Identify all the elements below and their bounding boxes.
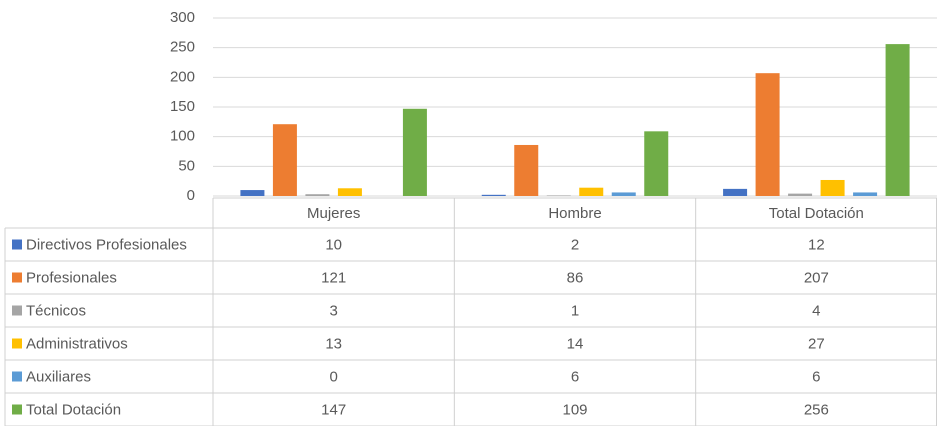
y-tick-label: 300 (170, 9, 195, 26)
legend-label: Directivos Profesionales (26, 236, 187, 253)
value-label: 10 (325, 236, 342, 253)
legend-key (12, 404, 22, 415)
bar (885, 44, 910, 197)
bar (337, 188, 362, 196)
value-label: 121 (321, 269, 346, 286)
bar (611, 192, 636, 196)
y-tick-label: 0 (187, 187, 195, 204)
bar (402, 108, 427, 196)
value-label: 6 (571, 368, 579, 385)
bar (546, 195, 571, 196)
bar (514, 144, 539, 196)
legend-label: Técnicos (26, 302, 86, 319)
legend-label: Administrativos (26, 335, 128, 352)
bar (305, 194, 330, 196)
x-tick-label: Hombre (548, 205, 601, 222)
legend-label: Profesionales (26, 269, 117, 286)
legend-label: Auxiliares (26, 368, 91, 385)
bar (788, 193, 813, 196)
bar (240, 190, 265, 196)
legend-key (12, 338, 22, 349)
value-label: 1 (571, 302, 579, 319)
value-label: 147 (321, 401, 346, 418)
value-label: 256 (804, 401, 829, 418)
value-label: 14 (567, 335, 584, 352)
value-label: 27 (808, 335, 825, 352)
legend-key (12, 305, 22, 316)
bar (644, 131, 669, 196)
y-tick-label: 150 (170, 98, 195, 115)
y-tick-label: 50 (178, 157, 195, 174)
bar (853, 192, 878, 196)
bar (755, 73, 780, 196)
legend-label: Total Dotación (26, 401, 121, 418)
bar (723, 188, 748, 196)
value-label: 86 (567, 269, 584, 286)
value-label: 0 (329, 368, 337, 385)
y-tick-label: 100 (170, 128, 195, 145)
value-label: 13 (325, 335, 342, 352)
value-label: 2 (571, 236, 579, 253)
value-label: 12 (808, 236, 825, 253)
value-label: 4 (812, 302, 820, 319)
y-tick-label: 200 (170, 68, 195, 85)
x-tick-label: Mujeres (307, 205, 360, 222)
y-tick-label: 250 (170, 39, 195, 56)
legend-key (12, 239, 22, 250)
value-label: 109 (562, 401, 587, 418)
legend-key (12, 272, 22, 283)
bar (481, 194, 506, 196)
value-label: 3 (329, 302, 337, 319)
x-tick-label: Total Dotación (769, 205, 864, 222)
legend-key (12, 371, 22, 382)
value-label: 6 (812, 368, 820, 385)
value-label: 207 (804, 269, 829, 286)
bar (579, 187, 604, 196)
bar (820, 179, 845, 196)
bar (272, 124, 297, 196)
